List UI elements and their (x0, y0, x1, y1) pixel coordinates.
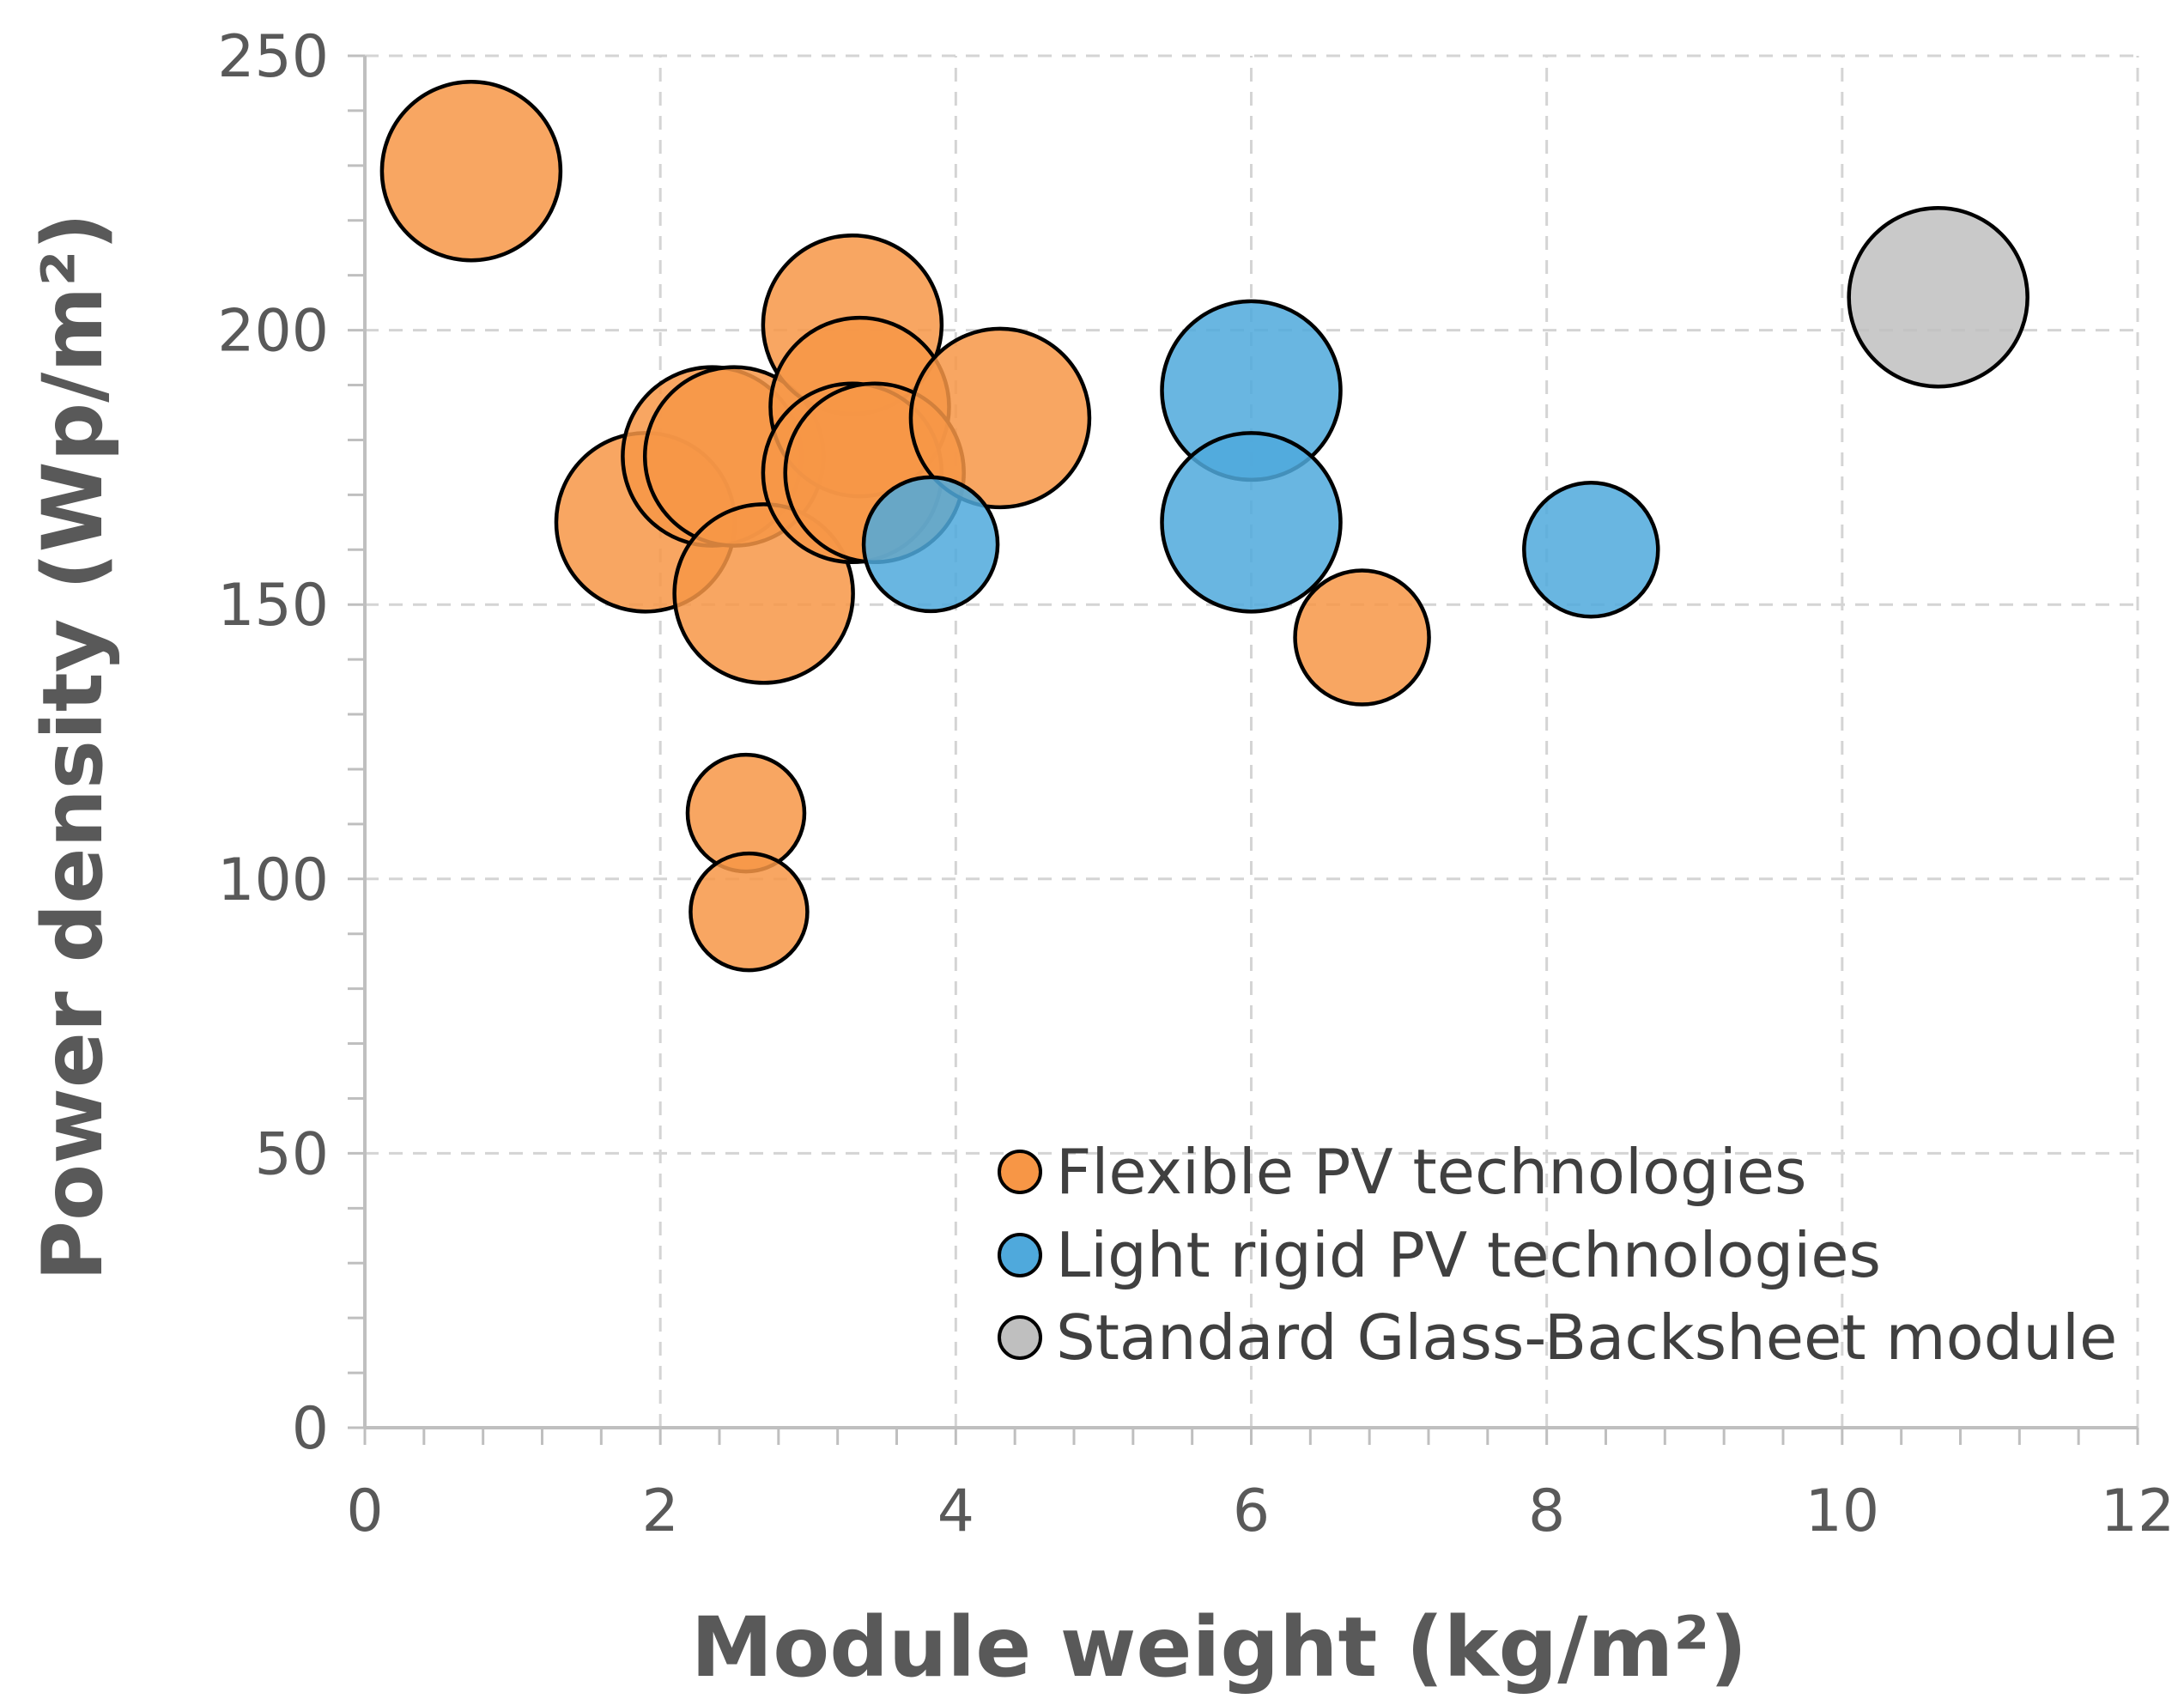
legend-label: Flexible PV technologies (1056, 1136, 1807, 1208)
x-tick-label: 4 (937, 1477, 974, 1545)
legend-item: Flexible PV technologies (998, 1136, 1807, 1208)
y-tick-label: 250 (217, 23, 329, 91)
series-2 (1847, 205, 2029, 389)
x-tick-label: 6 (1233, 1477, 1270, 1545)
legend-label: Standard Glass-Backsheet module (1056, 1302, 2117, 1374)
legend: Flexible PV technologies Light rigid PV t… (998, 1136, 2117, 1374)
data-bubble (689, 851, 810, 973)
y-tick-label: 200 (217, 298, 329, 366)
data-bubble (379, 79, 563, 263)
gridlines (365, 54, 2139, 1428)
x-tick-label: 2 (642, 1477, 679, 1545)
legend-marker (998, 1150, 1042, 1194)
x-axis-title: Module weight (kg/m²) (691, 1599, 1748, 1696)
legend-marker (998, 1315, 1042, 1360)
x-tick-label: 8 (1528, 1477, 1565, 1545)
legend-label: Light rigid PV technologies (1056, 1219, 1881, 1291)
legend-item: Light rigid PV technologies (998, 1219, 1881, 1291)
data-bubble (1522, 481, 1660, 619)
data-bubble (1293, 568, 1431, 707)
x-tick-label: 10 (1805, 1477, 1880, 1545)
data-bubble (908, 326, 1092, 510)
data-bubbles (379, 79, 2029, 973)
series-1 (861, 299, 1660, 619)
y-tick-label: 50 (254, 1120, 329, 1188)
data-bubble (861, 475, 1000, 614)
data-bubble (1847, 205, 2029, 389)
series-0 (379, 79, 1431, 973)
y-tick-label: 150 (217, 572, 329, 640)
legend-item: Standard Glass-Backsheet module (998, 1302, 2117, 1374)
legend-marker (998, 1233, 1042, 1277)
tick-labels: 0 50 100 150 200 250 0 2 4 6 8 10 12 (217, 23, 2175, 1545)
x-tick-label: 12 (2101, 1477, 2175, 1545)
data-bubble (1160, 431, 1343, 614)
y-tick-label: 100 (217, 846, 329, 914)
y-axis-title: Power density (Wp/m²) (25, 213, 121, 1281)
axes (348, 54, 2139, 1445)
y-tick-label: 0 (292, 1395, 329, 1463)
x-tick-label: 0 (346, 1477, 383, 1545)
